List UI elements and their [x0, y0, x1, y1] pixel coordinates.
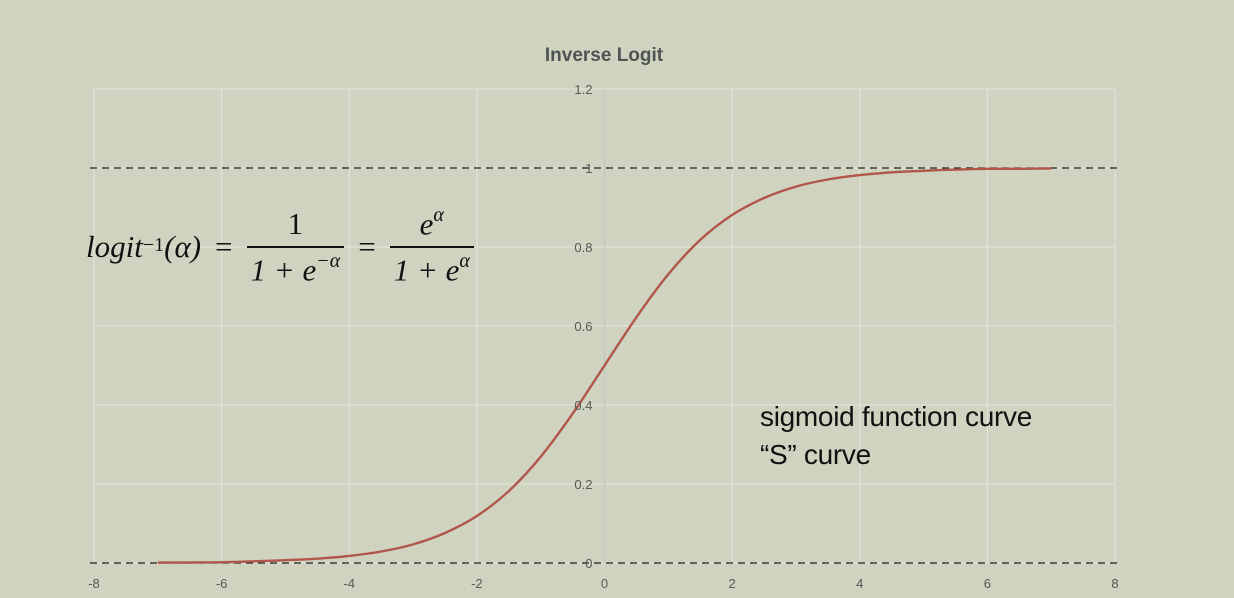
- formula-fraction-1: 1 1 + e−α: [246, 206, 345, 288]
- x-tick-label: -8: [88, 576, 100, 591]
- y-tick-label: 0.2: [574, 477, 592, 492]
- formula-equals-1: =: [215, 229, 233, 265]
- fraction-2-numerator: eα: [416, 204, 448, 246]
- annotation-line-1: sigmoid function curve: [760, 401, 1032, 432]
- formula-equals-2: =: [358, 229, 376, 265]
- x-tick-label: -2: [471, 576, 483, 591]
- curve-annotation: sigmoid function curve “S” curve: [760, 398, 1032, 474]
- fraction-1-denominator: 1 + e−α: [246, 246, 345, 288]
- fraction-2-num-base: e: [419, 206, 434, 242]
- formula-lhs-arg: (α): [164, 229, 202, 265]
- fraction-2-num-sup: α: [433, 204, 444, 226]
- y-tick-label: 1.2: [574, 82, 592, 97]
- x-tick-label: 4: [856, 576, 863, 591]
- y-tick-label: 0.4: [574, 398, 592, 413]
- formula-lhs-fn: logit: [86, 229, 143, 265]
- sigmoid-curve: [157, 167, 1052, 564]
- formula-lhs-sup: −1: [142, 233, 165, 256]
- y-tick-label: 0.8: [574, 240, 592, 255]
- tick-labels: -8 -6 -4 -2 0 2 4 6 8 0 0.2 0.4 0.6 0.8 1 1.2: [88, 82, 1118, 591]
- formula-fraction-2: eα 1 + eα: [389, 204, 474, 289]
- fraction-2-denominator: 1 + eα: [389, 246, 474, 288]
- reference-lines: [90, 167, 1122, 564]
- fraction-2-den-base: 1 + e: [393, 252, 460, 288]
- fraction-2-den-sup: α: [459, 250, 470, 273]
- chart-title: Inverse Logit: [545, 45, 664, 66]
- x-tick-label: 2: [729, 576, 736, 591]
- logit-formula: logit −1 (α) = 1 1 + e−α = eα 1 + eα: [86, 204, 474, 289]
- fraction-1-numerator: 1: [287, 206, 304, 242]
- y-tick-label: 1: [585, 161, 592, 176]
- x-tick-label: 8: [1111, 576, 1118, 591]
- x-tick-label: -6: [216, 576, 228, 591]
- x-tick-label: 0: [601, 576, 608, 591]
- series: [157, 167, 1052, 564]
- x-tick-label: 6: [984, 576, 991, 591]
- x-tick-label: -4: [343, 576, 355, 591]
- y-tick-label: 0.6: [574, 319, 592, 334]
- y-tick-label: 0: [585, 556, 592, 571]
- fraction-1-den-base: 1 + e: [250, 252, 317, 288]
- annotation-line-2: “S” curve: [760, 439, 871, 470]
- fraction-1-den-sup: −α: [316, 250, 341, 273]
